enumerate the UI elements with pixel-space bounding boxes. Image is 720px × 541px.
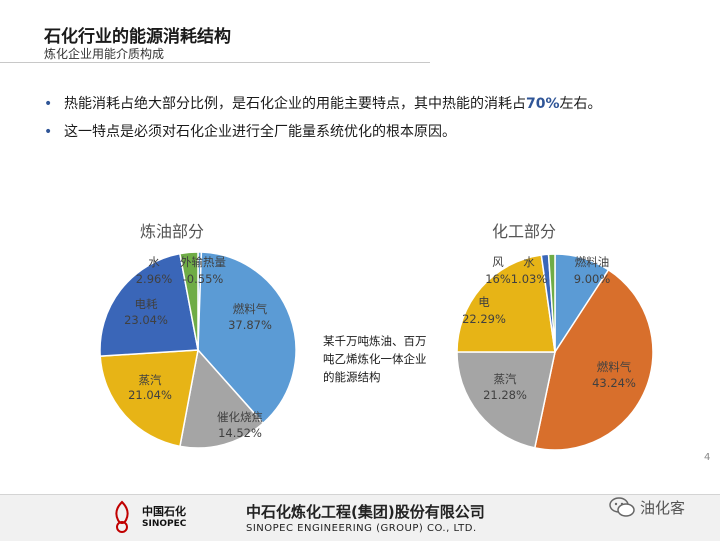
slice-name-label: 电耗 bbox=[135, 297, 158, 311]
pie-slice bbox=[456, 351, 556, 449]
bullet-text: 这一特点是必须对石化企业进行全厂能量系统优化的根本原因。 bbox=[64, 124, 456, 140]
bullet-text-end: 左右。 bbox=[559, 96, 602, 112]
pie-charts: 外输热量-0.55%燃料气37.87%催化烧焦14.52%蒸汽21.04%电耗2… bbox=[99, 251, 654, 451]
sinopec-logo-icon bbox=[115, 500, 129, 533]
pie-slice bbox=[533, 268, 654, 451]
slice-value-label: 23.04% bbox=[124, 313, 168, 327]
title-divider bbox=[0, 62, 430, 63]
slice-value-label: 21.04% bbox=[128, 388, 172, 402]
slice-value-label: 21.28% bbox=[483, 388, 527, 402]
slice-value-label: 37.87% bbox=[228, 318, 272, 332]
company-name-cn: 中石化炼化工程(集团)股份有限公司 bbox=[246, 503, 485, 521]
pie-slice bbox=[179, 348, 265, 449]
pie-slice bbox=[197, 251, 297, 425]
company-name-en: SINOPEC ENGINEERING (GROUP) CO., LTD. bbox=[246, 523, 477, 534]
slice-value-label: 22.29% bbox=[462, 312, 506, 326]
slice-name-label: 电 bbox=[478, 295, 490, 309]
bullet-highlight: 70% bbox=[526, 96, 560, 112]
bullet-dot-icon: • bbox=[44, 96, 53, 112]
bullet-text: 热能消耗占绝大部分比例，是石化企业的用能主要特点，其中热能的消耗占 bbox=[64, 96, 526, 112]
slice-name-label: 水 bbox=[148, 255, 160, 269]
bullet-item: • 热能消耗占绝大部分比例，是石化企业的用能主要特点，其中热能的消耗占70%左右。 bbox=[44, 92, 602, 120]
slice-value-label: 9.00% bbox=[574, 272, 611, 286]
footer-bar bbox=[0, 494, 720, 541]
slice-name-label: 燃料气 bbox=[233, 302, 268, 316]
slice-name-label: 燃料油 bbox=[575, 255, 610, 269]
pie-slice bbox=[456, 254, 556, 353]
slice-value-label: 16% bbox=[485, 272, 511, 286]
pie-slice bbox=[178, 251, 199, 351]
bullet-list: • 热能消耗占绝大部分比例，是石化企业的用能主要特点，其中热能的消耗占70%左右。… bbox=[44, 92, 602, 148]
slice-name-label: 水 bbox=[523, 255, 535, 269]
slice-value-label: 1.03% bbox=[511, 272, 548, 286]
pie-slice bbox=[547, 253, 556, 353]
slice-name-label: 外输热量 bbox=[180, 255, 226, 269]
chart-title-chemical: 化工部分 bbox=[492, 222, 557, 241]
pie-slice bbox=[99, 252, 199, 357]
chart-title-refining: 炼油部分 bbox=[140, 222, 205, 241]
watermark-text: 油化客 bbox=[640, 499, 686, 517]
page-number: 4 bbox=[704, 452, 711, 463]
slice-value-label: 14.52% bbox=[218, 426, 262, 440]
slice-name-label: 燃料气 bbox=[597, 360, 632, 374]
slice-name-label: 风 bbox=[492, 255, 504, 269]
slice-value-label: -0.55% bbox=[183, 272, 224, 286]
pie-slice bbox=[99, 349, 199, 448]
slice-value-label: 43.24% bbox=[592, 376, 636, 390]
logo-en-text: SINOPEC bbox=[142, 519, 187, 529]
wechat-icon bbox=[609, 497, 635, 517]
bullet-dot-icon: • bbox=[44, 124, 53, 140]
chart-note: 某千万吨炼油、百万吨乙烯炼化一体企业的能源结构 bbox=[323, 334, 427, 384]
page-subtitle: 炼化企业用能介质构成 bbox=[44, 47, 165, 61]
logo-cn-text: 中国石化 bbox=[142, 505, 186, 518]
bullet-item: • 这一特点是必须对石化企业进行全厂能量系统优化的根本原因。 bbox=[44, 120, 602, 148]
slice-name-label: 蒸汽 bbox=[139, 373, 162, 387]
pie-chart-chemical: 燃料油 9.00% 燃料气 43.24% 蒸汽 21.28% 电 22.29% 风 16% 水 1.0… bbox=[456, 253, 654, 451]
slice-name-label: 蒸汽 bbox=[494, 372, 517, 386]
slice-name-label: 催化烧焦 bbox=[217, 410, 263, 424]
page-title: 石化行业的能源消耗结构 bbox=[44, 27, 231, 47]
slice-value-label: 2.96% bbox=[136, 272, 173, 286]
